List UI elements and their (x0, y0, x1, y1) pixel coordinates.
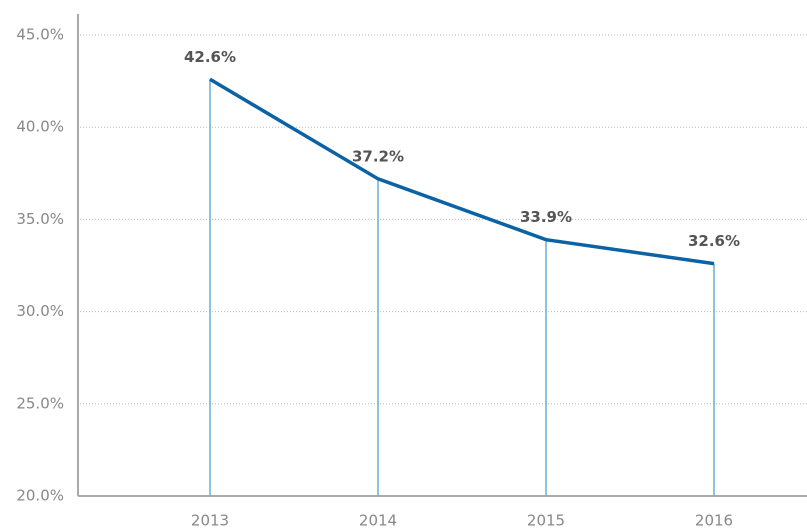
value-label: 37.2% (352, 147, 404, 165)
x-tick-label: 2014 (359, 512, 397, 530)
y-tick-label: 35.0% (16, 210, 64, 228)
x-tick-label: 2015 (527, 512, 565, 530)
value-label: 32.6% (688, 232, 740, 250)
y-tick-label: 40.0% (16, 118, 64, 136)
y-tick-label: 45.0% (16, 26, 64, 44)
value-label: 42.6% (184, 48, 236, 66)
x-tick-label: 2013 (191, 512, 229, 530)
y-tick-label: 20.0% (16, 487, 64, 505)
y-tick-label: 30.0% (16, 302, 64, 320)
x-tick-label: 2016 (695, 512, 733, 530)
value-label: 33.9% (520, 208, 572, 226)
y-tick-label: 25.0% (16, 394, 64, 412)
series-line (209, 77, 715, 266)
